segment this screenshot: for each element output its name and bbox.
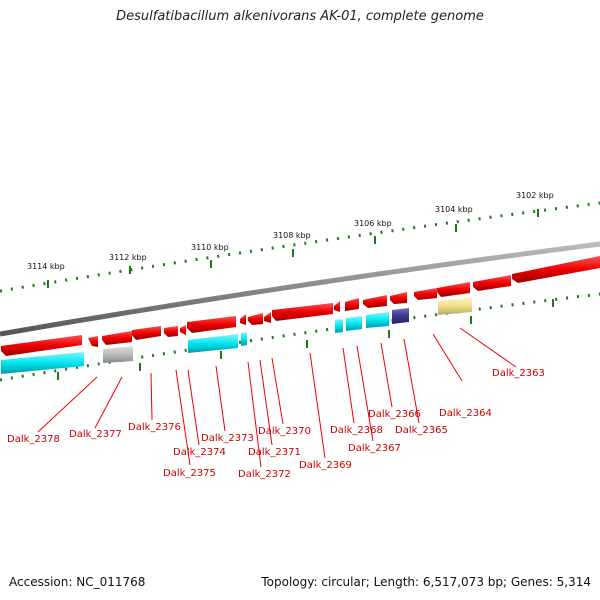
feature-navy[interactable]	[392, 308, 409, 324]
gene-dalk-2374[interactable]	[164, 326, 178, 337]
gene-dalk-2366[interactable]	[390, 292, 407, 304]
gene-dalk-2378[interactable]	[1, 335, 82, 356]
feature-grey[interactable]	[103, 346, 133, 363]
gene-label: Dalk_2375	[163, 468, 216, 479]
gene-dalk-2371[interactable]	[240, 314, 246, 325]
map-title: Desulfatibacillum alkenivorans AK-01, co…	[116, 9, 484, 24]
feature-cyan[interactable]	[346, 316, 362, 331]
gene-label: Dalk_2373	[201, 433, 254, 444]
gene-label: Dalk_2378	[7, 434, 60, 445]
gene-label: Dalk_2369	[299, 460, 352, 471]
gene-dalk-2365[interactable]	[414, 288, 437, 300]
scale-label: 3110 kbp	[191, 243, 229, 252]
gene-next-cds[interactable]	[512, 256, 600, 283]
feature-cyan[interactable]	[188, 334, 238, 353]
gene-dalk-2372[interactable]	[187, 316, 236, 333]
gene-label: Dalk_2377	[69, 429, 122, 440]
accession-label: Accession: NC_011768	[9, 575, 146, 589]
gene-dalk-2369[interactable]	[272, 303, 333, 321]
gene-label: Dalk_2371	[248, 447, 301, 458]
feature-cyan[interactable]	[241, 332, 247, 346]
major-ticks	[47, 209, 554, 380]
scale-label: 3114 kbp	[27, 262, 65, 271]
genome-backbone	[0, 241, 600, 337]
topology-label: Topology: circular; Length: 6,517,073 bp…	[261, 575, 591, 589]
gene-label: Dalk_2370	[258, 426, 311, 437]
scale-label: 3106 kbp	[354, 219, 392, 228]
rna-features	[1, 297, 472, 374]
gene-dalk-2368-arrow[interactable]	[334, 301, 340, 312]
gene-label: Dalk_2367	[348, 443, 401, 454]
gene-dalk-2364[interactable]	[437, 282, 470, 297]
gene-label: Dalk_2374	[173, 447, 226, 458]
gene-dalk-2370[interactable]	[248, 313, 263, 325]
feature-cyan[interactable]	[366, 312, 389, 328]
feature-cyan[interactable]	[1, 352, 84, 374]
gene-dalk-2377-arrow[interactable]	[88, 336, 98, 347]
gene-dalk-2375[interactable]	[132, 326, 161, 340]
feature-yellow[interactable]	[438, 297, 472, 315]
gene-label: Dalk_2372	[238, 469, 291, 480]
gene-label: Dalk_2376	[128, 422, 181, 433]
gene-label: Dalk_2363	[492, 368, 545, 379]
gene-dalk-2368[interactable]	[345, 298, 359, 311]
gene-label: Dalk_2366	[368, 409, 421, 420]
gene-label: Dalk_2364	[439, 408, 492, 419]
gene-dalk-2373-arrow[interactable]	[180, 325, 186, 335]
gene-label: Dalk_2365	[395, 425, 448, 436]
cds-features-top	[1, 256, 600, 356]
label-leaders	[37, 327, 517, 468]
gene-label: Dalk_2368	[330, 425, 383, 436]
scale-label: 3102 kbp	[516, 191, 554, 200]
gene-dalk-2369-small[interactable]	[264, 312, 271, 323]
scale-label: 3104 kbp	[435, 205, 473, 214]
gene-dalk-2363[interactable]	[473, 275, 511, 291]
gene-dalk-2367[interactable]	[363, 295, 387, 308]
gene-dalk-2376[interactable]	[102, 331, 132, 345]
feature-cyan[interactable]	[335, 319, 343, 333]
scale-label: 3112 kbp	[109, 253, 147, 262]
scale-label: 3108 kbp	[273, 231, 311, 240]
